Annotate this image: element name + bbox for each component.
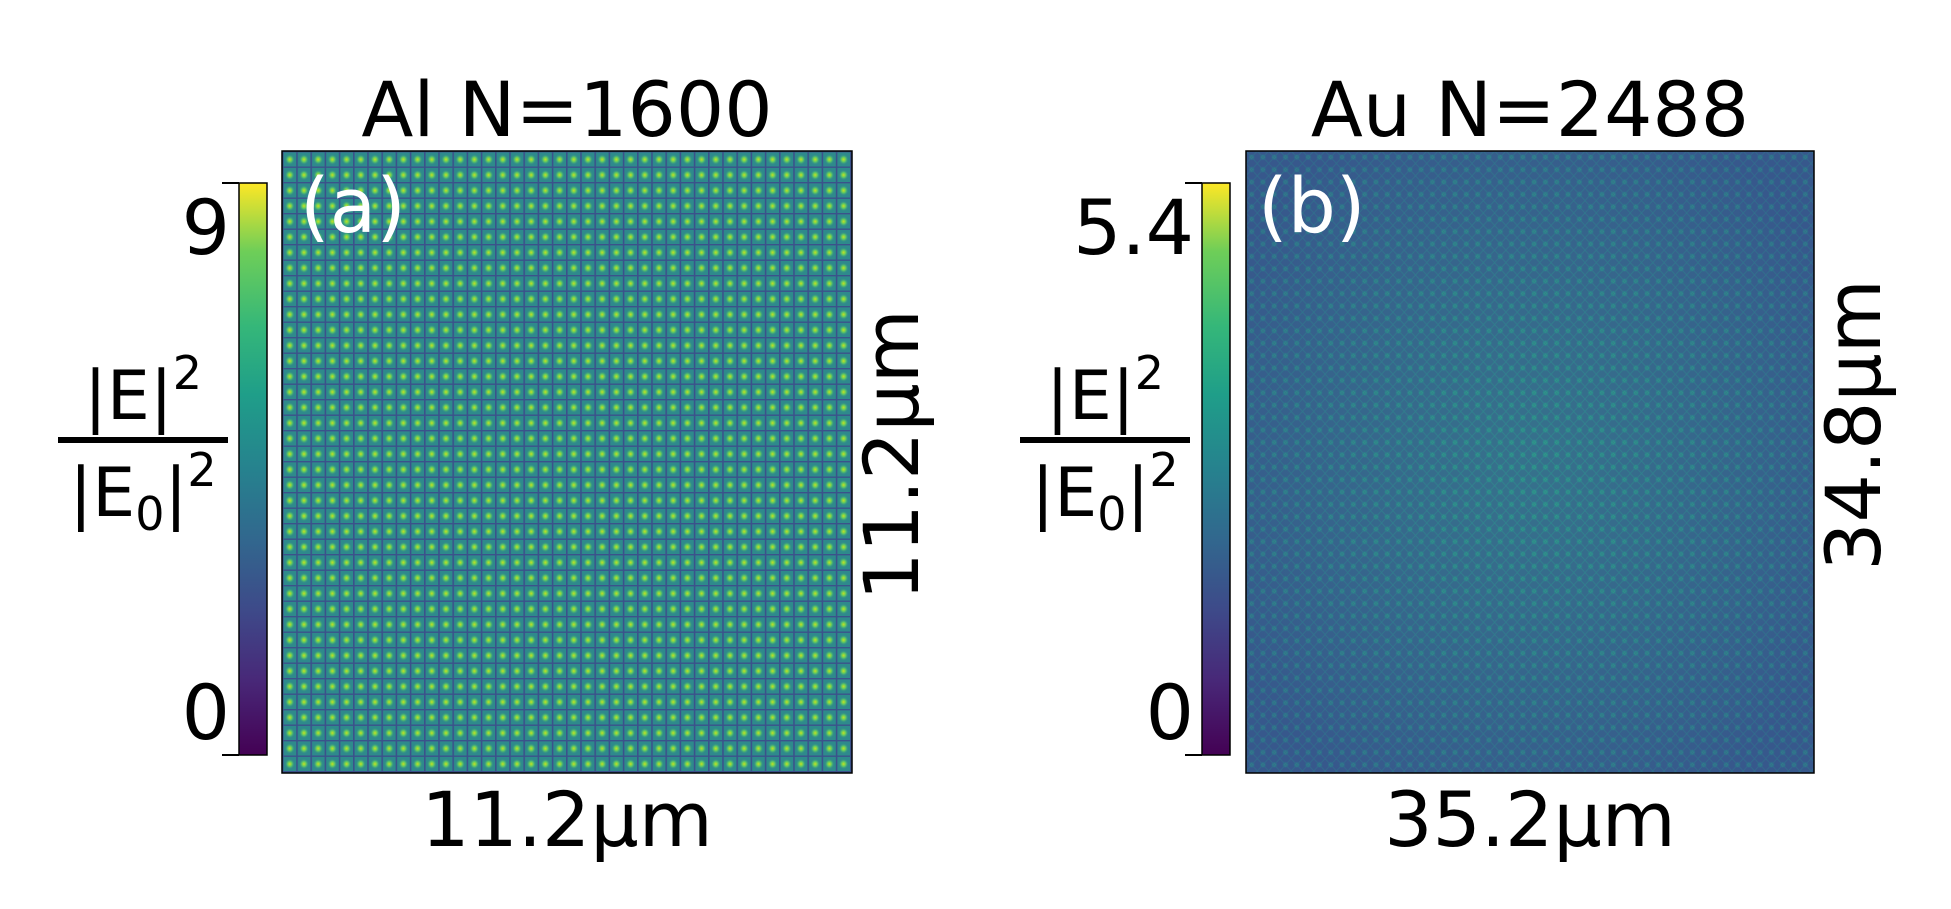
colorbar-b-tick-label-min: 0 (1145, 668, 1194, 757)
colorbar-b-tick-label-max: 5.4 (1073, 183, 1194, 272)
title-b: Au N=2488 (1310, 65, 1750, 154)
colorbar-a-tick-label-min: 0 (181, 668, 230, 757)
colorbar-b (1201, 182, 1231, 756)
xlabel-a: 11.2μm (421, 775, 713, 864)
title-a: Al N=1600 (361, 65, 773, 154)
heatmap-a (281, 150, 853, 774)
heatmap-b-envelope (1245, 150, 1815, 774)
colorbar-a (238, 182, 268, 756)
xlabel-b: 35.2μm (1384, 775, 1676, 864)
panel-a (222, 150, 853, 774)
colorbar-a-label: |E|2 |E0|2 (58, 350, 228, 537)
colorbar-a-tick-label-max: 9 (181, 183, 230, 272)
ylabel-b: 34.8μm (1809, 279, 1898, 571)
panel-b (1185, 150, 1815, 774)
colorbar-b-label: |E|2 |E0|2 (1020, 350, 1190, 537)
panel-label-b: (b) (1258, 161, 1366, 250)
ylabel-a: 11.2μm (847, 309, 936, 601)
panel-label-a: (a) (300, 161, 406, 250)
